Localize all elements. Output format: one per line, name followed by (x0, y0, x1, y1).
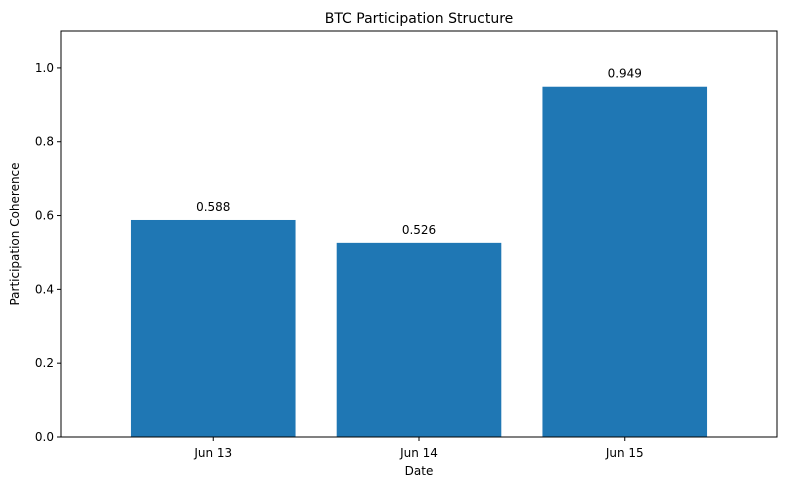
chart-title: BTC Participation Structure (325, 11, 514, 27)
y-tick-label-4: 0.8 (35, 135, 54, 149)
bars-layer: 0.588 0.526 0.949 (130, 67, 708, 437)
data-label-1: 0.526 (402, 223, 436, 237)
x-axis: Jun 13 Jun 14 Jun 15 (193, 437, 644, 460)
y-tick-label-1: 0.2 (35, 356, 54, 370)
x-axis-label: Date (405, 464, 434, 478)
x-tick-label-2: Jun 15 (605, 446, 644, 460)
y-axis-label: Participation Coherence (8, 162, 22, 305)
bar-0 (130, 219, 296, 437)
y-axis: 0.0 0.2 0.4 0.6 0.8 1.0 (35, 61, 61, 444)
y-tick-label-3: 0.6 (35, 209, 54, 223)
bar-1 (336, 242, 502, 437)
data-label-2: 0.949 (608, 67, 642, 81)
y-tick-label-0: 0.0 (35, 430, 54, 444)
x-tick-label-0: Jun 13 (193, 446, 232, 460)
y-tick-label-5: 1.0 (35, 61, 54, 75)
y-tick-label-2: 0.4 (35, 282, 54, 296)
bar-2 (542, 86, 708, 437)
x-tick-label-1: Jun 14 (399, 446, 438, 460)
data-label-0: 0.588 (196, 200, 230, 214)
